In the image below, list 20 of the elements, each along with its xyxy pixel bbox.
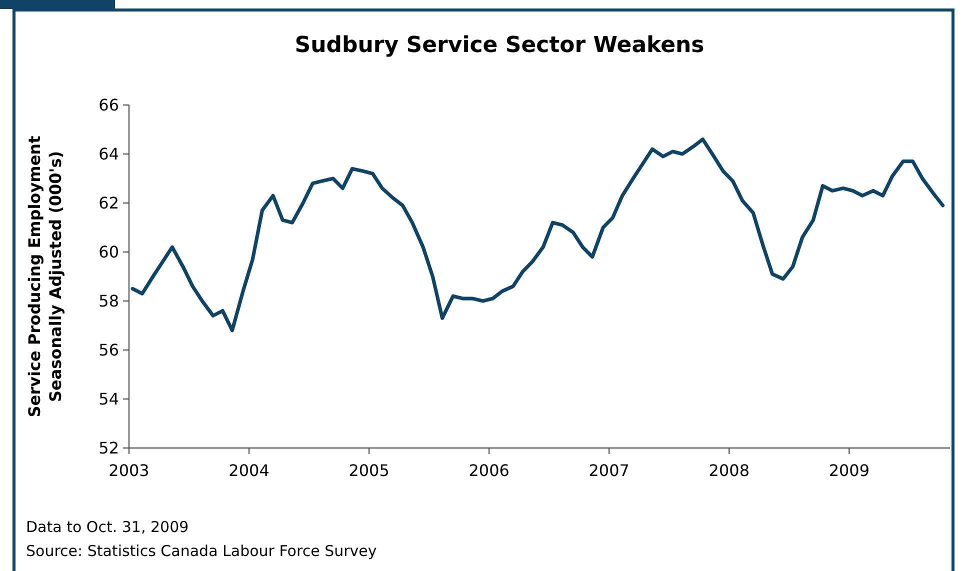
y-tick-label: 54	[98, 390, 119, 409]
y-tick-label: 56	[98, 340, 119, 360]
x-tick-label: 2007	[588, 461, 630, 480]
x-tick-label: 2009	[828, 461, 870, 480]
y-axis-title: Service Producing Employment Seasonally Adjusted (000's)	[25, 135, 65, 418]
y-tick-label: 64	[98, 144, 119, 164]
y-tick-label: 58	[98, 292, 119, 311]
x-tick-label: 2008	[708, 461, 750, 480]
x-tick-label: 2004	[228, 461, 270, 480]
chart-title: Sudbury Service Sector Weakens	[294, 33, 704, 58]
x-tick-label: 2005	[348, 461, 390, 480]
y-tick-label: 60	[98, 242, 119, 262]
x-tick-label: 2006	[468, 461, 510, 480]
y-tick-label: 66	[98, 96, 119, 115]
y-tick-label: 52	[98, 438, 119, 458]
text: Data to Oct. 31, 2009	[26, 518, 189, 536]
source-note: Source: Statistics Canada Labour Force Survey	[26, 542, 377, 560]
y-tick-label: 62	[98, 194, 119, 213]
x-tick-label: 2003	[108, 461, 150, 480]
line-series	[130, 138, 945, 332]
